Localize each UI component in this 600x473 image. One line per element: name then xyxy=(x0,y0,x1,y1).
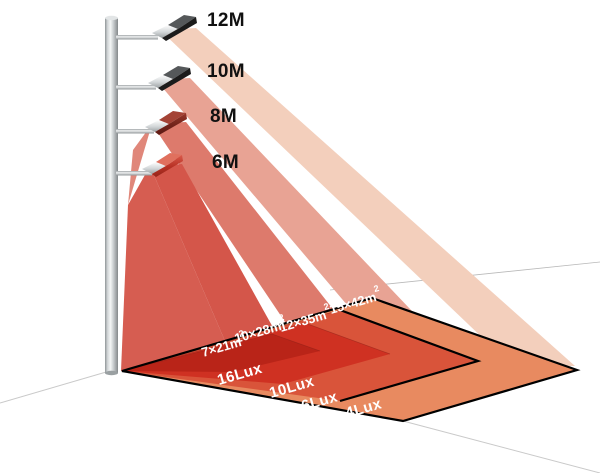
pole-shaft xyxy=(105,18,118,373)
zone-separator-16 xyxy=(121,333,321,372)
luminaire-head-12m xyxy=(152,15,197,41)
light-pole xyxy=(105,15,118,376)
beam-10m xyxy=(156,78,470,372)
height-label-10m: 10M xyxy=(207,61,245,82)
luminaire-head-10m xyxy=(148,66,191,91)
fixture-arms xyxy=(116,35,158,176)
head-12m-face xyxy=(162,17,197,41)
arm-6m xyxy=(116,171,152,176)
height-label-6m: 6M xyxy=(212,152,239,173)
head-12m-top xyxy=(168,15,196,29)
pole-top-cap xyxy=(105,15,118,21)
head-8m-top xyxy=(159,111,186,124)
arm-10m xyxy=(116,85,156,90)
height-labels: 12M 10M 8M 6M xyxy=(207,10,245,173)
luminaire-heads xyxy=(142,15,197,177)
pole-base xyxy=(105,370,118,376)
ground-inner-chevron-outline xyxy=(339,308,482,403)
head-12m-mount xyxy=(152,25,178,38)
head-10m-face xyxy=(158,68,191,91)
arm-12m xyxy=(116,35,158,40)
luminaire-head-8m xyxy=(145,111,187,135)
head-8m-face xyxy=(155,113,187,135)
beam-column-8m xyxy=(128,124,152,205)
head-6m-top xyxy=(156,153,182,166)
head-6m-face xyxy=(152,155,183,177)
luminaire-head-6m xyxy=(142,153,183,177)
ground-zone-16lux xyxy=(122,334,320,372)
ground-line-right xyxy=(402,420,600,473)
head-10m-top xyxy=(163,66,190,79)
beam-column-near-pole xyxy=(121,166,240,376)
ground-line-left xyxy=(0,369,114,404)
head-10m-mount xyxy=(148,75,173,88)
zone-separator-10 xyxy=(121,322,391,372)
arm-8m xyxy=(116,129,154,134)
head-6m-mount xyxy=(142,162,166,174)
height-label-8m: 8M xyxy=(210,106,237,127)
ground-illumination-zones xyxy=(121,296,581,423)
light-beams xyxy=(121,28,575,376)
beam-6m xyxy=(150,164,300,376)
ground-footprint-outline xyxy=(121,296,581,423)
head-8m-mount xyxy=(145,120,169,132)
beam-12m xyxy=(160,28,575,366)
height-label-12m: 12M xyxy=(207,10,245,31)
area-label-7x21: 7×21m2 xyxy=(198,328,248,360)
